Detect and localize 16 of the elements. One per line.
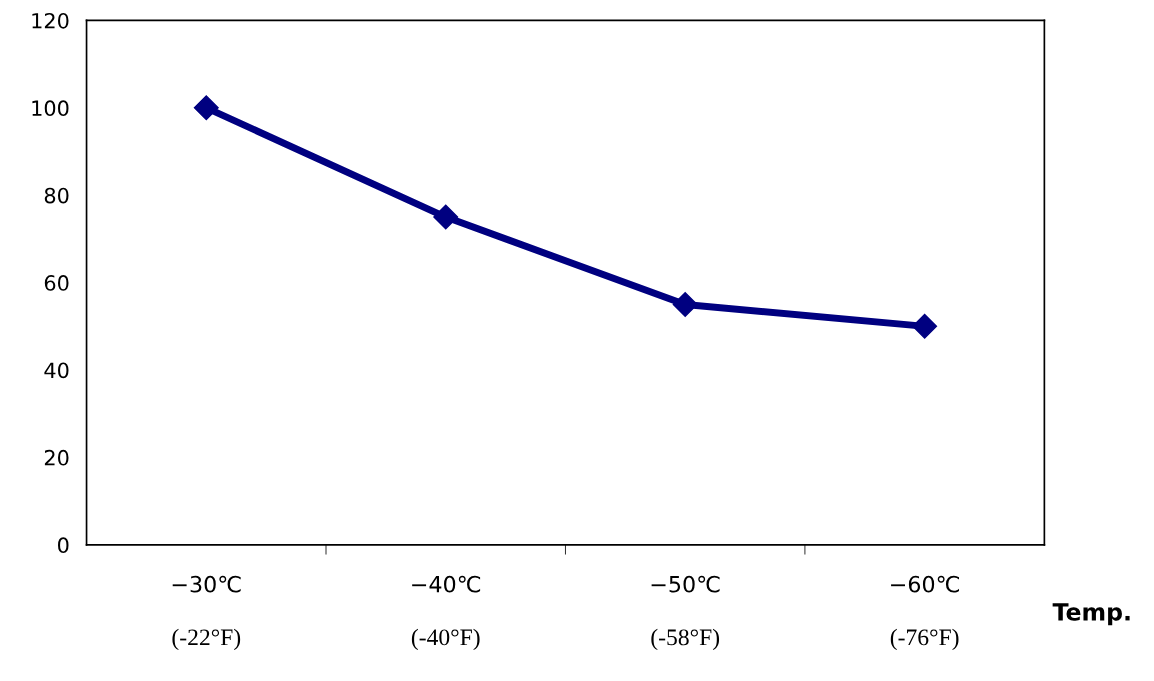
y-tick-label: 100	[32, 100, 69, 117]
category-label: −60℃ (-76°F)	[890, 575, 960, 651]
y-tick-label: 20	[44, 449, 69, 466]
y-tick-label: 60	[44, 275, 69, 291]
point	[672, 291, 698, 317]
point	[193, 95, 219, 121]
category-label: −30℃ (-22°F)	[172, 575, 241, 651]
y-tick-label: 0	[58, 537, 69, 554]
category-label: −50℃ (-58°F)	[651, 575, 720, 651]
y-tick-label: 80	[44, 187, 69, 204]
x-axis-title: Temp.	[1052, 603, 1130, 626]
y-tick-label: 40	[44, 362, 69, 379]
y-tick-label: 120	[32, 12, 69, 29]
point	[912, 313, 938, 339]
category-label: −40℃ (-40°F)	[411, 575, 481, 651]
point	[433, 204, 459, 230]
